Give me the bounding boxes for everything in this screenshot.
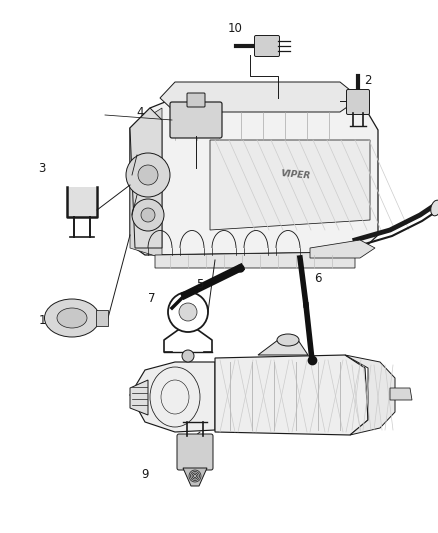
Polygon shape [258, 340, 308, 355]
Polygon shape [130, 362, 215, 432]
Polygon shape [68, 187, 96, 217]
Text: 10: 10 [228, 21, 243, 35]
Text: 6: 6 [314, 271, 322, 285]
Circle shape [138, 165, 158, 185]
Polygon shape [130, 108, 162, 258]
Circle shape [132, 199, 164, 231]
Circle shape [141, 208, 155, 222]
FancyBboxPatch shape [346, 90, 370, 115]
Polygon shape [183, 468, 207, 486]
Text: 1: 1 [38, 313, 46, 327]
Ellipse shape [57, 308, 87, 328]
FancyBboxPatch shape [187, 93, 205, 107]
FancyBboxPatch shape [170, 102, 222, 138]
Ellipse shape [277, 334, 299, 346]
Text: 4: 4 [136, 106, 144, 118]
Polygon shape [130, 108, 162, 248]
Text: VIPER: VIPER [280, 169, 311, 181]
Polygon shape [345, 355, 395, 435]
Text: 3: 3 [38, 161, 46, 174]
Circle shape [126, 153, 170, 197]
Polygon shape [215, 355, 368, 435]
Polygon shape [210, 140, 370, 230]
Polygon shape [130, 380, 148, 415]
Polygon shape [160, 82, 360, 112]
FancyBboxPatch shape [254, 36, 279, 56]
Ellipse shape [431, 200, 438, 216]
Polygon shape [155, 252, 355, 268]
Text: 5: 5 [196, 279, 204, 292]
Polygon shape [390, 388, 412, 400]
Polygon shape [130, 98, 378, 255]
Text: 7: 7 [148, 292, 156, 304]
Text: 9: 9 [141, 469, 149, 481]
Polygon shape [310, 240, 375, 258]
Ellipse shape [45, 299, 99, 337]
Text: 2: 2 [364, 74, 372, 86]
Circle shape [179, 303, 197, 321]
FancyBboxPatch shape [177, 434, 213, 470]
Polygon shape [96, 310, 108, 326]
Circle shape [182, 350, 194, 362]
